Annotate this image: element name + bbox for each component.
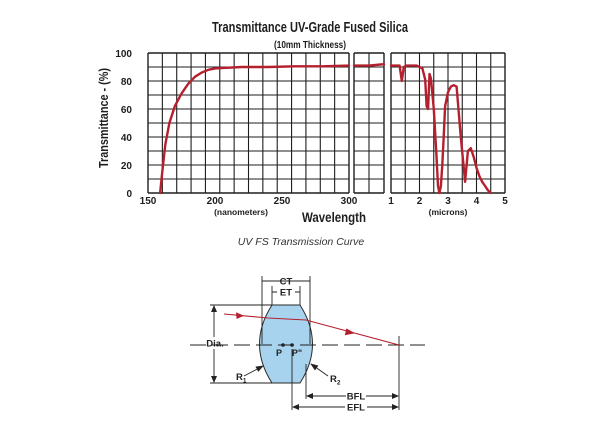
chart-panel-3: 1 2 3 4 5 (microns)	[388, 52, 508, 217]
x-tick-label: 250	[274, 196, 291, 207]
y-axis-label: Transmittance - (%)	[97, 68, 111, 168]
r1-letter: R	[236, 372, 243, 383]
x-tick-label: 4	[474, 196, 480, 207]
x-tick-label: 3	[445, 196, 451, 207]
p-label: P	[276, 348, 282, 358]
x-tick-label: 150	[140, 196, 157, 207]
r1-subscript: 1	[243, 378, 247, 385]
chart-panel-1: 150 200 250 300 (nanometers)	[140, 52, 358, 217]
transmission-curve	[389, 64, 492, 195]
x-tick-label: 2	[417, 196, 423, 207]
x-unit-label: (nanometers)	[214, 207, 268, 217]
y-tick-label: 0	[126, 189, 132, 200]
bfl-arrow-left	[306, 393, 313, 399]
ray-arrow-in	[236, 312, 244, 319]
dia-label: Dia.	[206, 339, 223, 350]
et-label: ET	[280, 288, 292, 299]
dia-arrow-top	[211, 305, 217, 312]
y-tick-label: 20	[121, 161, 133, 172]
r2-subscript: 2	[337, 380, 341, 387]
y-tick-label: 60	[121, 105, 133, 116]
dia-arrow-bottom	[211, 376, 217, 383]
ray-arrow-out	[344, 328, 355, 336]
r2-label: R2	[330, 374, 341, 387]
r1-leader	[243, 365, 264, 377]
x-tick-label: 200	[207, 196, 224, 207]
y-tick-label: 40	[121, 133, 133, 144]
principal-point-p-prime	[290, 343, 294, 347]
transmission-curve	[352, 62, 386, 67]
transmission-curve	[158, 64, 351, 195]
chart-panel-2	[352, 52, 386, 194]
principal-point-p	[281, 343, 285, 347]
transmittance-chart: Transmittance UV-Grade Fused Silica (10m…	[97, 20, 508, 225]
y-tick-label: 100	[115, 49, 132, 60]
bfl-arrow-right	[392, 393, 399, 399]
x-tick-label: 300	[341, 196, 358, 207]
light-ray	[223, 313, 400, 346]
figure-caption: UV FS Transmission Curve	[237, 236, 365, 248]
r2-leader	[310, 363, 329, 377]
x-tick-label: 5	[502, 196, 508, 207]
y-tick-label: 80	[121, 77, 133, 88]
r1-label: R1	[236, 372, 247, 385]
x-axis-label: Wavelength	[302, 209, 366, 225]
efl-arrow-right	[392, 404, 399, 410]
chart-panels: 150 200 250 300 (nanometers) 1 2 3 4 5 (microns) 0 2…	[115, 49, 508, 217]
x-unit-label: (microns)	[429, 207, 468, 217]
p-prime-label: P"	[292, 348, 302, 358]
chart-title: Transmittance UV-Grade Fused Silica	[212, 20, 409, 36]
efl-label: EFL	[347, 403, 365, 414]
chart-subtitle: (10mm Thickness)	[274, 39, 346, 51]
r2-letter: R	[330, 374, 337, 385]
ct-label: CT	[280, 277, 293, 288]
lens-body	[259, 304, 313, 384]
x-tick-label: 1	[388, 196, 394, 207]
bfl-label: BFL	[347, 392, 366, 403]
efl-arrow-left	[292, 404, 299, 410]
